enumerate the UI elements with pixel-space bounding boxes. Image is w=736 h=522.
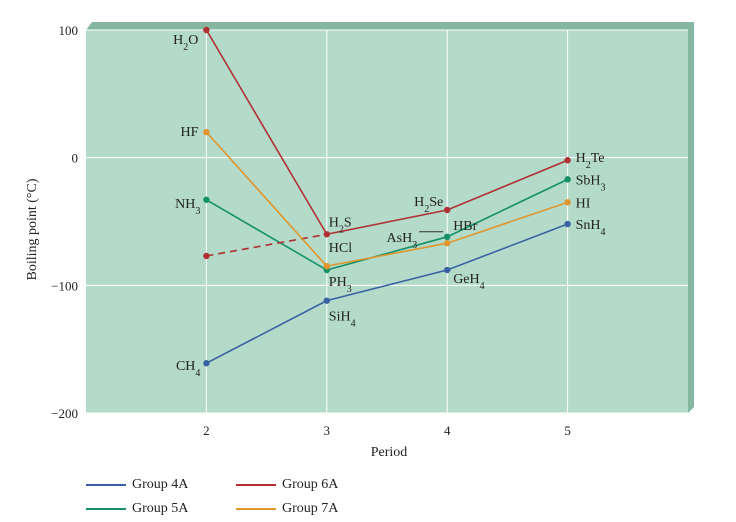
- point-label-geh4: GeH4: [453, 272, 484, 292]
- legend-item-group-7a: Group 7A: [236, 500, 338, 518]
- point-label-hi: HI: [576, 196, 591, 211]
- point-label-ash3: AsH3: [387, 231, 418, 251]
- point-label-hcl: HCl: [329, 241, 352, 256]
- data-point: [564, 199, 571, 206]
- x-tick-label: 2: [203, 423, 210, 438]
- data-point: [323, 231, 330, 238]
- y-tick-label: −100: [51, 278, 78, 293]
- legend-label-group-6a: Group 6A: [282, 477, 339, 492]
- point-label-h2o: H2O: [173, 33, 198, 53]
- legend-label-group-5a: Group 5A: [132, 501, 189, 516]
- series-line-group-5a: [205, 178, 568, 271]
- legend-item-group-6a: Group 6A: [236, 476, 338, 494]
- legend-item-group-5a: Group 5A: [86, 500, 188, 518]
- data-point: [444, 240, 451, 247]
- point-label-h2se: H2Se: [414, 195, 443, 215]
- data-point: [444, 266, 451, 274]
- data-point: [203, 196, 210, 203]
- x-tick-label: 4: [444, 423, 451, 438]
- y-axis-label: Boiling point (°C): [25, 178, 40, 280]
- legend-label-group-4a: Group 4A: [132, 477, 189, 492]
- data-point: [444, 206, 451, 214]
- x-tick-label: 3: [324, 423, 331, 438]
- x-axis-label: Period: [371, 445, 408, 460]
- point-label-ph3: PH3: [329, 275, 352, 295]
- legend-item-group-4a: Group 4A: [86, 476, 188, 494]
- point-label-h2te: H2Te: [576, 151, 605, 171]
- legend-swatch-group-4a: [86, 484, 126, 486]
- data-point: [203, 252, 210, 260]
- legend: Group 4A Group 6A Group 5A Group 7A: [86, 476, 416, 518]
- data-point: [203, 26, 210, 34]
- y-tick-label: 0: [72, 151, 79, 166]
- data-point: [323, 262, 330, 270]
- point-label-h2s: H2S: [329, 215, 352, 235]
- point-label-sih4: SiH4: [329, 310, 356, 330]
- data-point: [203, 128, 210, 136]
- legend-label-group-7a: Group 7A: [282, 501, 339, 516]
- legend-swatch-group-7a: [236, 508, 276, 510]
- data-point: [564, 220, 571, 228]
- series-line-group-7a: [205, 131, 568, 268]
- point-label-hbr: HBr: [453, 219, 477, 234]
- y-tick-label: 100: [59, 23, 79, 38]
- y-tick-label: −200: [51, 406, 78, 421]
- data-point: [203, 360, 210, 367]
- point-label-snh4: SnH4: [576, 218, 606, 238]
- x-tick-label: 5: [564, 423, 571, 438]
- data-point: [444, 233, 451, 241]
- point-label-ch4: CH4: [176, 359, 200, 379]
- data-point: [564, 157, 571, 164]
- point-label-hf: HF: [180, 125, 198, 140]
- point-label-nh3: NH3: [175, 197, 200, 217]
- legend-swatch-group-5a: [86, 508, 126, 510]
- series-line-group-4a: [206, 223, 568, 364]
- data-point: [323, 297, 330, 304]
- series-line-group-6a: [205, 29, 568, 236]
- series-dashed-extrapolation: [206, 233, 327, 257]
- legend-swatch-group-6a: [236, 484, 276, 486]
- point-label-sbh3: SbH3: [576, 173, 606, 193]
- data-point: [564, 176, 571, 183]
- boiling-point-chart: 100 0 −100 −200 2 3 4 5 Period Boiling point (°C)…: [25, 22, 694, 460]
